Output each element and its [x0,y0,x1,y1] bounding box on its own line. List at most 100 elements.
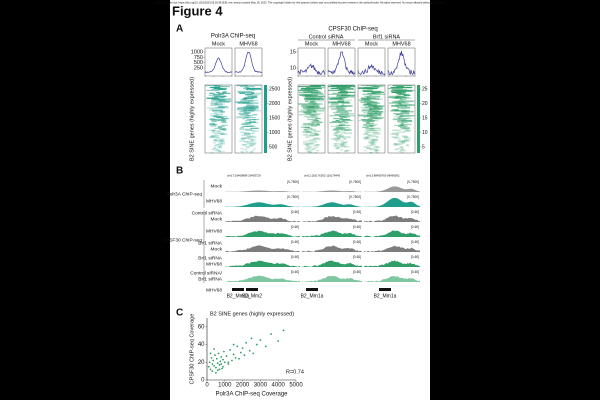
scatter-point [223,350,225,353]
gene-label: B2_Mm2 [242,293,262,299]
heatmap-row [400,148,404,150]
heatmap-row [252,114,258,116]
scatter-point [252,352,255,355]
heatmap-row [216,130,222,132]
heatmap-row [340,88,354,91]
profile-curve [357,63,386,76]
heatmap-row [331,97,342,99]
heatmap-row [334,139,338,141]
heatmap-row [306,146,311,148]
section-title: Polr3A ChIP-seq [211,34,255,40]
heatmap-row [399,147,404,149]
heatmap-row [313,138,321,140]
heatmap-row [245,146,250,148]
y-tick-label: 15 [290,49,296,55]
heatmap-row [218,151,222,153]
heatmap-row [366,125,374,127]
heatmap-row [240,100,256,102]
heatmap-row [213,112,224,114]
heatmap-row [392,129,402,131]
scatter-point [209,352,212,355]
signal-track [302,275,362,282]
heatmap-row [298,103,316,105]
heatmap-row [211,98,224,100]
heatmap-row [218,132,225,134]
scatter-point [227,361,230,364]
heatmap-row [328,93,348,95]
heatmap-row [250,129,256,131]
heatmap-row [246,87,262,90]
heatmap-row [303,126,311,128]
heatmap-row [216,101,221,103]
heatmap-row [397,125,408,127]
heatmap-row [401,111,414,113]
heatmap-row [314,147,318,149]
heatmap-row [332,129,340,131]
heatmap-row [212,130,217,132]
y-tick-label: 40 [198,342,205,348]
track-range: [0-60] [411,270,419,274]
heatmap-row [362,109,372,111]
heatmap-row [343,142,347,144]
heatmap-row [218,151,222,153]
heatmap-row [333,143,337,145]
gene-block [232,288,244,291]
heatmap-row [206,97,219,99]
heatmap-row [244,133,248,135]
heatmap-row [244,119,251,122]
heatmap-row [246,104,255,106]
heatmap-row [222,91,227,93]
heatmap-row [375,149,379,151]
heatmap-row [373,107,379,109]
heatmap-row [245,96,258,98]
track-label: Brf1 siRNA [198,240,223,246]
colorbar-tick-label: 15 [422,115,428,121]
scatter-point [221,367,224,370]
heatmap-row [363,146,367,148]
track-range: [0-60] [411,240,419,244]
heatmap-row [396,148,401,150]
heatmap-row [366,120,374,123]
heatmap-row [334,145,339,147]
heatmap-row [211,129,216,131]
signal-track [302,245,362,252]
heatmap-row [309,143,315,145]
heatmap-row [217,126,222,128]
heatmap-row [239,114,249,116]
heatmap-row [337,109,345,111]
heatmap-row [310,120,322,123]
heatmap-row [213,99,226,101]
y-axis-label: CPSF30 ChIP-seq Coverage [189,314,195,385]
signal-track [302,230,362,237]
heatmap-row [393,144,398,146]
heatmap-row [219,101,230,103]
heatmap-row [315,123,320,126]
heatmap-row [217,125,225,127]
heatmap-row [236,109,248,111]
heatmap-row [335,111,345,113]
heatmap-row [218,100,232,102]
heatmap-row [213,147,217,149]
track-range: [0-7500] [407,180,419,184]
heatmap-row [401,140,405,142]
heatmap-row [220,121,227,124]
heatmap-row [244,86,249,89]
heatmap-row [218,150,222,152]
heatmap-row [236,85,248,87]
heatmap-row [212,123,217,126]
heatmap-row [336,147,341,149]
heatmap-row [210,123,218,126]
profile-curve [204,57,233,74]
heatmap-row [335,119,340,122]
heatmap-row [218,140,224,142]
track-label: Mock [211,183,223,189]
heatmap-row [395,92,402,94]
heatmap-row [397,118,408,120]
heatmap-row [220,133,224,135]
heatmap-row [218,139,224,141]
heatmap-row [335,126,339,128]
heatmap-row [216,117,224,119]
heatmap-row [218,143,223,145]
heatmap-row [333,134,337,136]
heatmap-row [249,136,257,138]
